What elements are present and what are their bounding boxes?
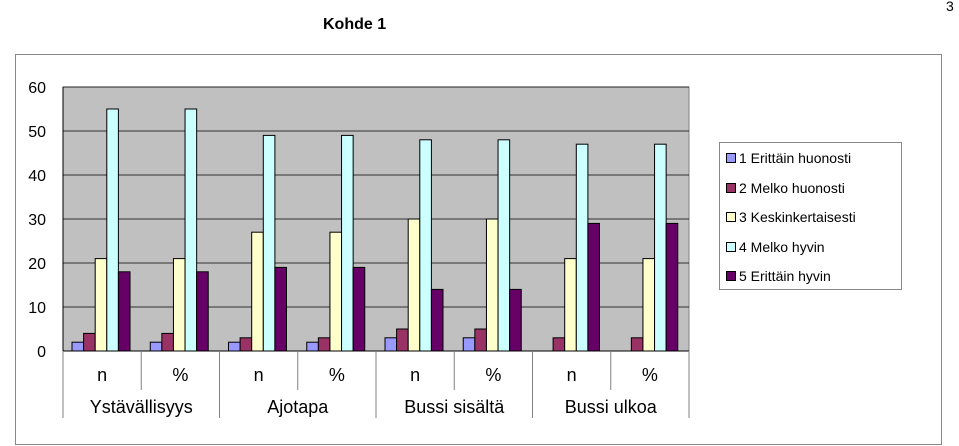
plot-area: 0 10 20 30 40 50 60 n% n% n% n % Ystävällisyys Ajotap… bbox=[28, 80, 690, 418]
bar bbox=[419, 139, 432, 352]
bar bbox=[317, 337, 331, 352]
bar bbox=[161, 332, 174, 352]
x-tick-label: n bbox=[567, 365, 577, 385]
bar bbox=[384, 337, 398, 352]
bar bbox=[474, 328, 487, 352]
legend-item: 5 Erittäin hyvin bbox=[726, 267, 831, 285]
y-tick-label: 30 bbox=[28, 212, 46, 229]
bar bbox=[149, 341, 163, 352]
bar bbox=[306, 341, 319, 352]
bar bbox=[587, 222, 601, 352]
bar bbox=[184, 108, 198, 352]
x-tick-label: n bbox=[97, 365, 107, 385]
bar bbox=[196, 271, 209, 352]
x-tick-label: % bbox=[329, 365, 345, 385]
bar bbox=[106, 108, 119, 352]
page-number: 3 bbox=[946, 0, 954, 14]
legend-swatch bbox=[726, 271, 736, 281]
y-tick-label: 20 bbox=[28, 256, 46, 273]
legend-swatch bbox=[726, 241, 736, 252]
bar bbox=[262, 134, 276, 352]
x-tick-label: n bbox=[254, 365, 264, 385]
x-tick-label: % bbox=[485, 365, 501, 385]
bar bbox=[239, 337, 253, 352]
legend-item: 1 Erittäin huonosti bbox=[726, 149, 851, 167]
bar bbox=[630, 337, 644, 352]
x-tick-label: % bbox=[642, 365, 658, 385]
bar bbox=[665, 222, 679, 352]
bar bbox=[430, 288, 444, 352]
legend-label: 5 Erittäin hyvin bbox=[739, 268, 831, 284]
legend-label: 3 Keskinkertaisesti bbox=[739, 209, 856, 225]
legend-item: 2 Melko huonosti bbox=[726, 179, 845, 197]
bar bbox=[485, 218, 499, 352]
x-tick-label: % bbox=[172, 365, 188, 385]
bar bbox=[71, 341, 85, 352]
bar bbox=[352, 266, 366, 352]
y-tick-label: 60 bbox=[28, 80, 46, 97]
bar bbox=[329, 231, 343, 352]
bar bbox=[251, 231, 264, 352]
x-group-label: Ystävällisyys bbox=[90, 397, 193, 417]
bar bbox=[94, 258, 108, 352]
y-tick-label: 0 bbox=[37, 344, 46, 361]
bar bbox=[274, 266, 287, 352]
bar bbox=[83, 332, 96, 352]
bar bbox=[407, 218, 421, 352]
bar bbox=[575, 143, 589, 352]
bar bbox=[117, 271, 131, 352]
legend-swatch bbox=[726, 153, 736, 163]
legend-swatch bbox=[726, 182, 736, 193]
bar bbox=[552, 337, 566, 352]
chart-title: Kohde 1 bbox=[323, 16, 387, 33]
y-tick-label: 40 bbox=[28, 168, 46, 185]
y-tick-label: 10 bbox=[28, 300, 46, 317]
legend-label: 1 Erittäin huonosti bbox=[739, 150, 852, 166]
legend-label: 2 Melko huonosti bbox=[739, 179, 845, 196]
bar bbox=[654, 143, 667, 352]
x-group-label: Bussi ulkoa bbox=[565, 397, 658, 417]
bar bbox=[564, 258, 577, 352]
bar bbox=[462, 337, 476, 352]
x-group-label: Ajotapa bbox=[267, 397, 329, 417]
bar bbox=[509, 288, 522, 352]
bar bbox=[497, 139, 511, 352]
x-tick-label: n bbox=[410, 365, 420, 385]
bar bbox=[341, 134, 354, 352]
chart-frame bbox=[15, 54, 942, 445]
legend: 1 Erittäin huonosti 2 Melko huonosti 3 Kes… bbox=[719, 142, 902, 290]
x-group-label: Bussi sisältä bbox=[404, 397, 505, 417]
legend-item: 3 Keskinkertaisesti bbox=[726, 208, 856, 226]
bar bbox=[172, 258, 186, 352]
legend-label: 4 Melko hyvin bbox=[739, 238, 825, 255]
bar bbox=[396, 328, 409, 352]
legend-swatch bbox=[726, 212, 736, 222]
legend-item: 4 Melko hyvin bbox=[726, 238, 825, 256]
y-tick-label: 50 bbox=[28, 124, 46, 141]
bar bbox=[642, 258, 656, 352]
bar bbox=[228, 341, 241, 352]
